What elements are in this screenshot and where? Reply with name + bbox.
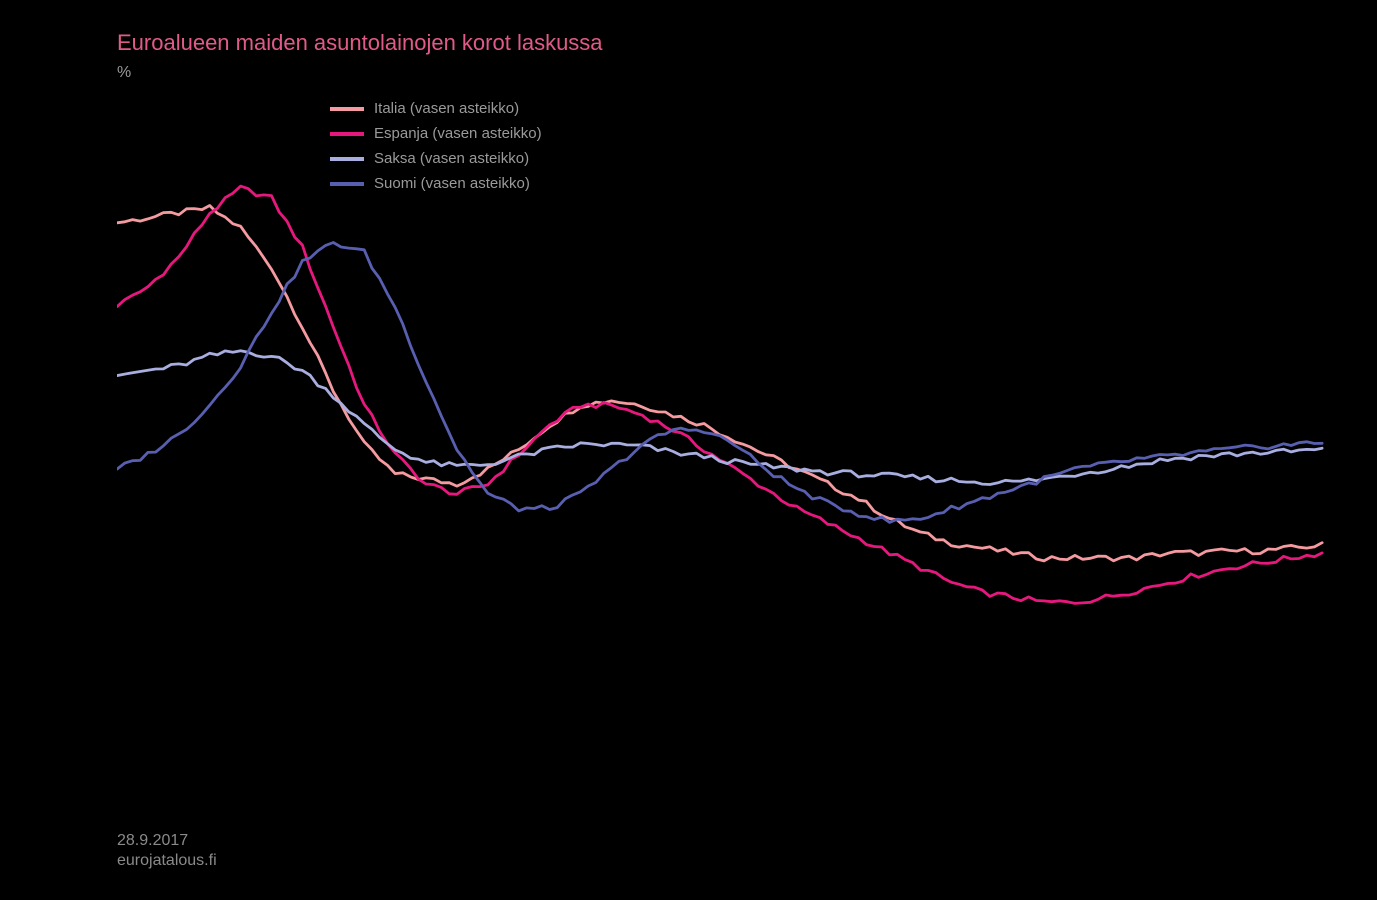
series-saksa — [117, 351, 1322, 485]
line-chart — [117, 70, 1353, 760]
footnote-source: eurojatalous.fi — [117, 852, 217, 870]
series-espanja — [117, 186, 1322, 603]
footnote-date: 28.9.2017 — [117, 832, 188, 850]
series-italia — [117, 206, 1322, 561]
series-suomi — [117, 243, 1322, 523]
chart-title: Euroalueen maiden asuntolainojen korot l… — [117, 30, 603, 56]
